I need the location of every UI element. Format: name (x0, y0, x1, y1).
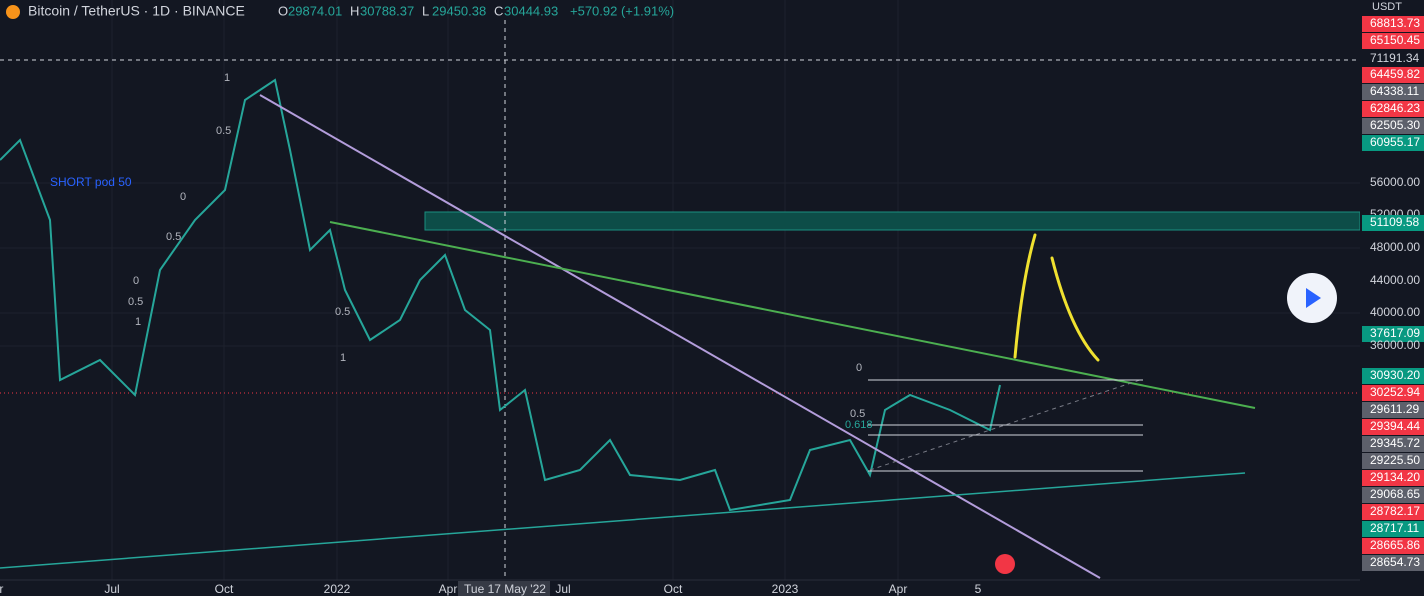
price-label: 28665.86 (1370, 538, 1420, 552)
fib-label: 1 (224, 72, 230, 84)
fib-label: 0 (180, 191, 186, 203)
price-label-box (1362, 368, 1424, 384)
price-label: 29134.20 (1370, 470, 1420, 484)
price-label: 64459.82 (1370, 67, 1420, 81)
ohlc-key: C (494, 3, 503, 18)
ohlc-value: 30788.37 (360, 3, 414, 18)
time-label: 2023 (772, 582, 799, 596)
grid (0, 0, 1360, 580)
price-label-box (1362, 135, 1424, 151)
price-label: 64338.11 (1370, 84, 1419, 98)
symbol-icon (6, 5, 20, 19)
price-label-box (1362, 84, 1424, 100)
price-label: 29068.65 (1370, 487, 1420, 501)
time-label: Apr (889, 582, 908, 596)
price-label-box (1362, 215, 1424, 231)
time-label: Jul (104, 582, 119, 596)
trendline (259, 94, 1101, 579)
time-label: 5 (975, 582, 982, 596)
price-label-box (1362, 470, 1424, 486)
axis-unit: USDT (1372, 1, 1402, 13)
trendline (329, 221, 1256, 409)
price-label: 44000.00 (1370, 273, 1420, 287)
play-icon (1306, 288, 1321, 308)
resistance-zone (424, 211, 1361, 231)
fib-label: 0 (133, 275, 139, 287)
fib-label: 0.5 (850, 408, 865, 420)
price-label-box (1362, 538, 1424, 554)
fib-label: 0.618 (845, 419, 873, 431)
ohlc-value: 30444.93 (504, 3, 558, 18)
price-label: 30930.20 (1370, 368, 1420, 382)
price-label-box (1362, 487, 1424, 503)
price-label-box (1362, 16, 1424, 32)
price-label: 56000.00 (1370, 175, 1420, 189)
price-label-box (1362, 402, 1424, 418)
price-label: 29611.29 (1370, 402, 1419, 416)
price-label-box (1362, 419, 1424, 435)
price-label: 28717.11 (1370, 521, 1419, 535)
price-label-box (1362, 118, 1424, 134)
time-label: Apr (0, 582, 3, 596)
time-label: 2022 (324, 582, 351, 596)
price-label: 29225.50 (1370, 453, 1420, 467)
fib-label: 0 (856, 362, 862, 374)
price-label: 48000.00 (1370, 240, 1420, 254)
price-label: 40000.00 (1370, 305, 1420, 319)
price-label: 29345.72 (1370, 436, 1420, 450)
fib-label: 0.5 (335, 306, 350, 318)
fib-label: 0.5 (166, 231, 181, 243)
price-label: 36000.00 (1370, 338, 1420, 352)
fib-label: 1 (340, 352, 346, 364)
price-series (0, 78, 1001, 512)
trendline (0, 472, 1246, 569)
price-label-box (1362, 521, 1424, 537)
time-label: Tue 17 May '22 (464, 582, 546, 596)
price-label: 51109.58 (1370, 215, 1419, 229)
price-label-box (1362, 504, 1424, 520)
ohlc-value: 29450.38 (432, 3, 486, 18)
fib-label: 0.5 (128, 296, 143, 308)
time-label: Jul (555, 582, 570, 596)
ohlc-key: O (278, 3, 288, 18)
price-label-box (1362, 101, 1424, 117)
time-label: Oct (664, 582, 683, 596)
time-label: Apr (439, 582, 458, 596)
fib-levels (868, 379, 1143, 472)
price-label-box (1362, 436, 1424, 452)
ohlc-key: L (422, 3, 429, 18)
ohlc-change: +570.92 (+1.91%) (570, 3, 674, 18)
price-label-box (1362, 453, 1424, 469)
price-label: 28654.73 (1370, 555, 1420, 569)
price-label: 60955.17 (1370, 135, 1420, 149)
price-label-box (1362, 385, 1424, 401)
ohlc-value: 29874.01 (288, 3, 342, 18)
annotation: SHORT pod 50 (50, 175, 132, 189)
crosshair-time-box (458, 581, 550, 596)
symbol: Bitcoin / TetherUS · 1D · BINANCE (28, 3, 245, 19)
time-label: Oct (215, 582, 234, 596)
fib-label: 0.5 (216, 125, 231, 137)
price-label-box (1362, 555, 1424, 571)
price-label-box (1362, 67, 1424, 83)
price-label: 37617.09 (1370, 326, 1420, 340)
ohlc-key: H (350, 3, 359, 18)
price-label: 68813.73 (1370, 16, 1420, 30)
event-icon[interactable] (995, 554, 1015, 574)
fib-label: 1 (135, 316, 141, 328)
price-label: 28782.17 (1370, 504, 1420, 518)
price-label-box (1362, 326, 1424, 342)
price-label: 62505.30 (1370, 118, 1420, 132)
price-label: 29394.44 (1370, 419, 1420, 433)
price-label: 71191.34 (1370, 51, 1419, 65)
price-label: 65150.45 (1370, 33, 1420, 47)
price-label: 30252.94 (1370, 385, 1420, 399)
price-label-box (1362, 33, 1424, 49)
drawing (1013, 233, 1100, 362)
price-label: 62846.23 (1370, 101, 1420, 115)
